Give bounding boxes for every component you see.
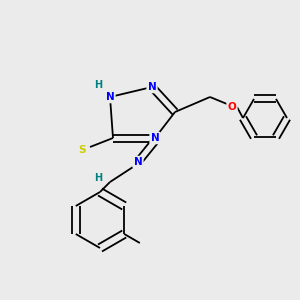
Text: N: N bbox=[134, 157, 142, 167]
Text: O: O bbox=[228, 102, 236, 112]
Text: N: N bbox=[148, 82, 156, 92]
Text: S: S bbox=[78, 145, 86, 155]
Text: N: N bbox=[106, 92, 114, 102]
Text: H: H bbox=[94, 80, 102, 90]
Text: N: N bbox=[151, 133, 159, 143]
Text: H: H bbox=[94, 173, 102, 183]
